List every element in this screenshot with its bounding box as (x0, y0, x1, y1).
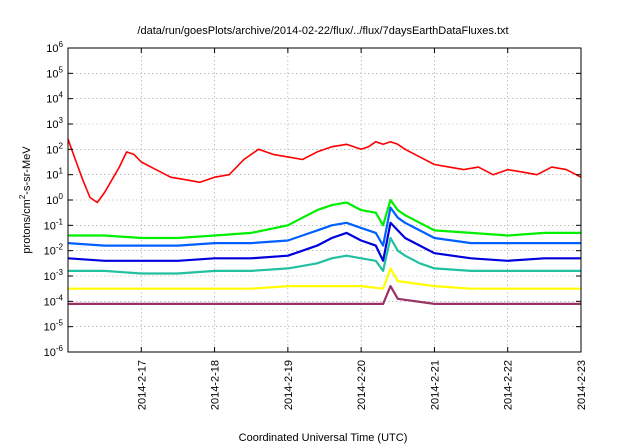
series-line-4 (67, 221, 581, 262)
x-tick-label: 2014-2-19 (283, 360, 295, 410)
x-tick-label: 2014-2-21 (429, 360, 441, 410)
y-axis-label-rest: -s-sr-MeV (21, 146, 33, 195)
y-tick-label: 10-1 (44, 217, 64, 232)
series-line-5 (68, 236, 581, 275)
y-tick-label: 106 (46, 40, 63, 55)
x-axis-label: Coordinated Universal Time (UTC) (239, 432, 408, 444)
x-tick-label: 2014-2-20 (356, 360, 368, 410)
y-tick-labels: 10-6 10-5 10-4 10-3 10-2 10-1 100 101 102 103 104 1… (44, 40, 64, 359)
y-tick-label: 10-3 (44, 268, 64, 283)
y-tick-label: 10-4 (44, 293, 64, 308)
y-tick-label: 103 (46, 116, 63, 131)
series-lines (67, 138, 582, 305)
x-tick-labels: 2014-2-17 2014-2-18 2014-2-19 2014-2-20 2014… (136, 360, 588, 410)
y-tick-label: 10-6 (44, 344, 64, 359)
grid-lines (68, 48, 581, 352)
y-axis-label-sup: 2 (18, 194, 27, 199)
x-tick-label: 2014-2-17 (136, 360, 148, 410)
y-tick-label: 105 (46, 65, 63, 80)
y-axis-label-base: protons/cm (21, 199, 33, 253)
series-line-6 (68, 267, 581, 290)
x-tick-label: 2014-2-22 (503, 360, 515, 410)
y-axis-label: protons/cm2-s-sr-MeV (18, 146, 33, 254)
y-tick-label: 10-5 (44, 319, 64, 334)
x-tick-label: 2014-2-18 (210, 360, 222, 410)
y-tick-label: 102 (46, 141, 63, 156)
y-tick-label: 100 (46, 192, 63, 207)
series-line-3 (67, 206, 581, 247)
y-tick-label: 104 (46, 91, 63, 106)
series-line-1 (67, 138, 582, 204)
chart-title: /data/run/goesPlots/archive/2014-02-22/f… (137, 25, 508, 37)
x-tick-label: 2014-2-23 (576, 360, 588, 410)
y-tick-label: 101 (46, 167, 63, 182)
series-line-7 (68, 285, 581, 305)
y-tick-label: 10-2 (44, 243, 64, 258)
axes (67, 47, 582, 353)
series-line-2 (68, 198, 581, 240)
